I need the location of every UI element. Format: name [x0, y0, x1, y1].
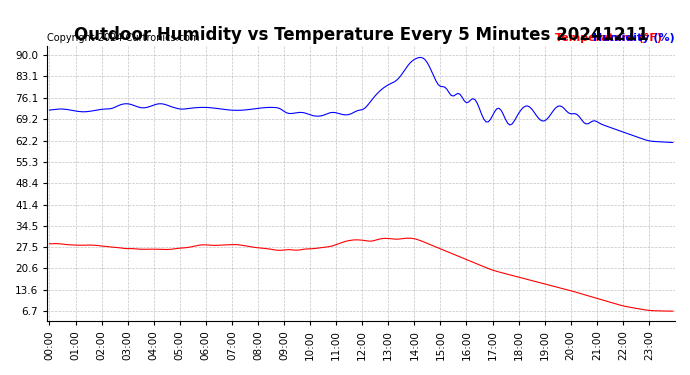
Title: Outdoor Humidity vs Temperature Every 5 Minutes 20241211: Outdoor Humidity vs Temperature Every 5 …	[74, 26, 649, 44]
Text: Temperature (°F): Temperature (°F)	[555, 33, 662, 43]
Text: Copyright 2024 Curtronics.com: Copyright 2024 Curtronics.com	[48, 33, 199, 43]
Text: Humidity (%): Humidity (%)	[593, 33, 675, 43]
